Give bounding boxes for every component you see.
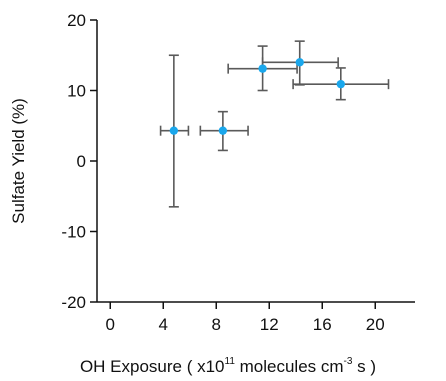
x-axis-title-unit-exponent: -3 bbox=[344, 356, 353, 367]
x-tick-label: 4 bbox=[159, 315, 168, 334]
x-axis-ticks: 0 4 8 12 16 20 bbox=[106, 302, 385, 334]
y-tick-label: 0 bbox=[77, 152, 86, 171]
x-tick-label: 8 bbox=[212, 315, 221, 334]
x-axis-title-prefix: OH Exposure ( x10 bbox=[80, 357, 225, 376]
data-point-1 bbox=[169, 126, 179, 135]
y-tick-label: 10 bbox=[67, 82, 86, 101]
x-axis-title: OH Exposure ( x1011 molecules cm-3 s ) bbox=[80, 356, 376, 376]
y-tick-label: 20 bbox=[67, 11, 86, 30]
data-point-5 bbox=[336, 79, 345, 89]
y-axis-title: Sulfate Yield (%) bbox=[9, 98, 28, 224]
data-point-3 bbox=[258, 64, 267, 73]
data-point-4 bbox=[295, 58, 304, 67]
x-tick-label: 20 bbox=[366, 315, 385, 334]
x-axis-title-middle: molecules cm bbox=[235, 357, 344, 376]
error-bars bbox=[159, 40, 390, 208]
y-tick-label: -10 bbox=[61, 223, 86, 242]
x-axis-title-suffix: s ) bbox=[352, 357, 376, 376]
x-axis-title-exponent: 11 bbox=[225, 356, 236, 367]
y-axis-ticks: -20 -10 0 10 20 bbox=[61, 11, 97, 312]
x-tick-label: 0 bbox=[106, 315, 115, 334]
x-tick-label: 16 bbox=[313, 315, 332, 334]
data-point-2 bbox=[218, 126, 228, 135]
data-markers bbox=[169, 58, 345, 135]
x-tick-label: 12 bbox=[260, 315, 279, 334]
y-tick-label: -20 bbox=[61, 293, 86, 312]
plot-area bbox=[96, 20, 415, 303]
